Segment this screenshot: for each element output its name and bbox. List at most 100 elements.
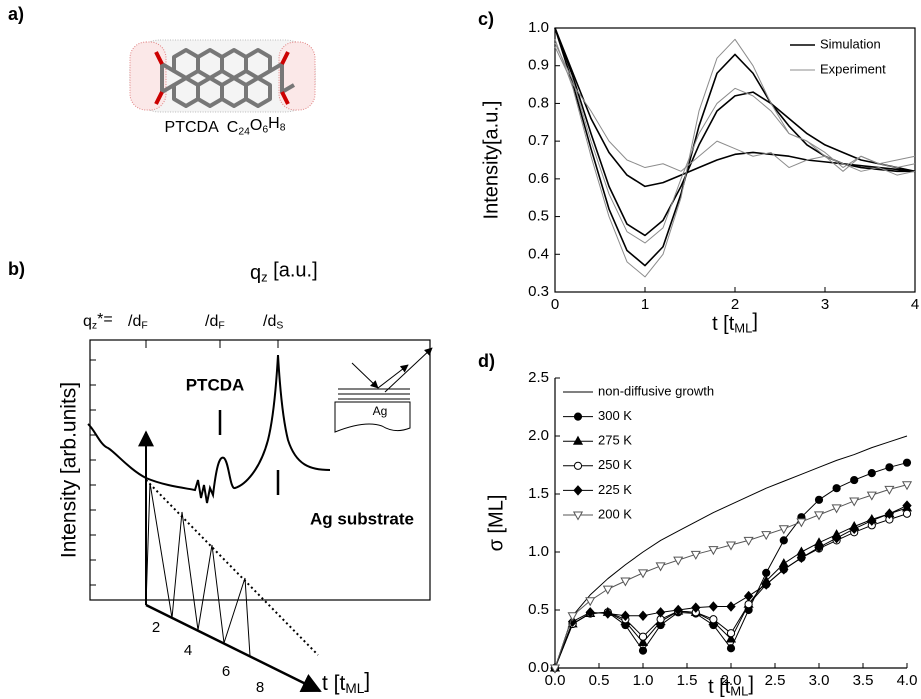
- y-tick-label: 0.6: [528, 170, 549, 187]
- subscript: 6: [262, 124, 268, 135]
- top-label: /dS: [263, 313, 283, 331]
- subscript: ML: [730, 684, 748, 699]
- marker: [902, 509, 912, 518]
- marker: [761, 579, 771, 590]
- x-tick-label: 1.0: [633, 672, 654, 689]
- text-part: ]: [752, 311, 758, 333]
- legend-label: 250 K: [598, 457, 632, 472]
- x-tick-label: 1.5: [677, 672, 698, 689]
- x-tick-label: 0.0: [545, 672, 566, 689]
- y-tick-label: 0.3: [528, 283, 549, 300]
- marker: [744, 600, 753, 609]
- x-axis-label: t [tML]: [712, 311, 758, 336]
- marker: [585, 597, 596, 607]
- marker: [743, 536, 754, 546]
- marker: [708, 601, 719, 612]
- y-tick-label: 1.0: [528, 19, 549, 36]
- marker: [849, 497, 860, 507]
- marker: [796, 552, 807, 564]
- marker: [567, 612, 578, 622]
- panel-label: a): [8, 4, 24, 24]
- x-tick-label: 4: [911, 296, 919, 313]
- y-tick-label: 0.5: [528, 601, 549, 618]
- marker: [779, 536, 788, 545]
- data-line: [554, 46, 916, 172]
- marker: [690, 550, 701, 560]
- panel-label: b): [8, 259, 25, 279]
- marker: [726, 601, 736, 612]
- marker: [638, 646, 648, 655]
- subscript: 8: [280, 122, 286, 133]
- marker: [866, 491, 877, 501]
- subscript: F: [218, 320, 224, 331]
- marker: [779, 564, 789, 575]
- marker: [620, 577, 631, 587]
- marker: [761, 531, 772, 541]
- text-part: /d: [263, 313, 276, 330]
- marker: [726, 644, 736, 653]
- y-tick-label: 0.8: [528, 94, 549, 111]
- marker: [725, 541, 737, 551]
- marker: [813, 511, 825, 521]
- text-part: PTCDA C: [165, 119, 239, 136]
- legend-label: 225 K: [598, 482, 632, 497]
- molecule: [129, 39, 316, 113]
- top-label: /dF: [205, 313, 225, 331]
- data-line: [554, 42, 916, 244]
- x-tick-label: 3.0: [809, 672, 830, 689]
- marker: [637, 636, 649, 646]
- t-tick-label: 4: [184, 642, 192, 659]
- molecule-caption: PTCDA C24O6H8: [165, 115, 286, 137]
- text-part: q: [250, 262, 261, 284]
- y-tick-label: 2.5: [528, 369, 549, 386]
- legend-label: non-diffusive growth: [598, 383, 714, 398]
- y-tick-label: 1.5: [528, 485, 549, 502]
- marker: [655, 562, 666, 572]
- marker: [901, 481, 913, 491]
- marker: [709, 615, 718, 624]
- marker: [814, 495, 824, 504]
- substrate-label: Ag substrate: [310, 509, 414, 528]
- marker: [602, 585, 613, 595]
- marker: [573, 485, 583, 496]
- y-tick-label: 0.0: [528, 659, 549, 676]
- marker: [638, 632, 648, 641]
- t-tick-label: 6: [222, 663, 230, 680]
- marker: [796, 518, 807, 528]
- marker: [849, 523, 859, 535]
- data-line: [554, 27, 915, 267]
- legend-label: 300 K: [598, 408, 632, 423]
- subscript: F: [141, 320, 147, 331]
- marker: [573, 412, 583, 421]
- peak-label: PTCDA: [186, 375, 245, 394]
- legend-label: Simulation: [820, 36, 881, 51]
- text-part: O: [250, 117, 262, 134]
- marker: [778, 525, 789, 535]
- marker: [567, 616, 578, 627]
- text-part: H: [268, 115, 280, 132]
- x-tick-label: 0: [551, 296, 559, 313]
- marker: [902, 500, 912, 511]
- x-tick-label: 1: [641, 296, 649, 313]
- x-tick-label: 0.5: [589, 672, 610, 689]
- marker: [572, 435, 584, 445]
- marker: [673, 604, 683, 616]
- y-tick-label: 0.7: [528, 132, 549, 149]
- marker: [725, 633, 737, 643]
- marker: [691, 602, 701, 613]
- text-part: ]: [748, 674, 754, 696]
- marker: [884, 508, 895, 519]
- marker: [832, 484, 841, 493]
- marker: [762, 568, 771, 577]
- marker: [549, 664, 561, 674]
- marker: [708, 546, 719, 556]
- marker: [585, 607, 595, 618]
- marker: [673, 556, 684, 566]
- inset-label: Ag: [373, 404, 388, 418]
- y-axis-label: Intensity[a.u.]: [480, 101, 502, 220]
- t-axis-label: t [tML]: [322, 669, 370, 695]
- top-label: qz*=: [83, 311, 117, 331]
- marker: [902, 458, 912, 467]
- y-tick-label: 0.4: [528, 245, 549, 262]
